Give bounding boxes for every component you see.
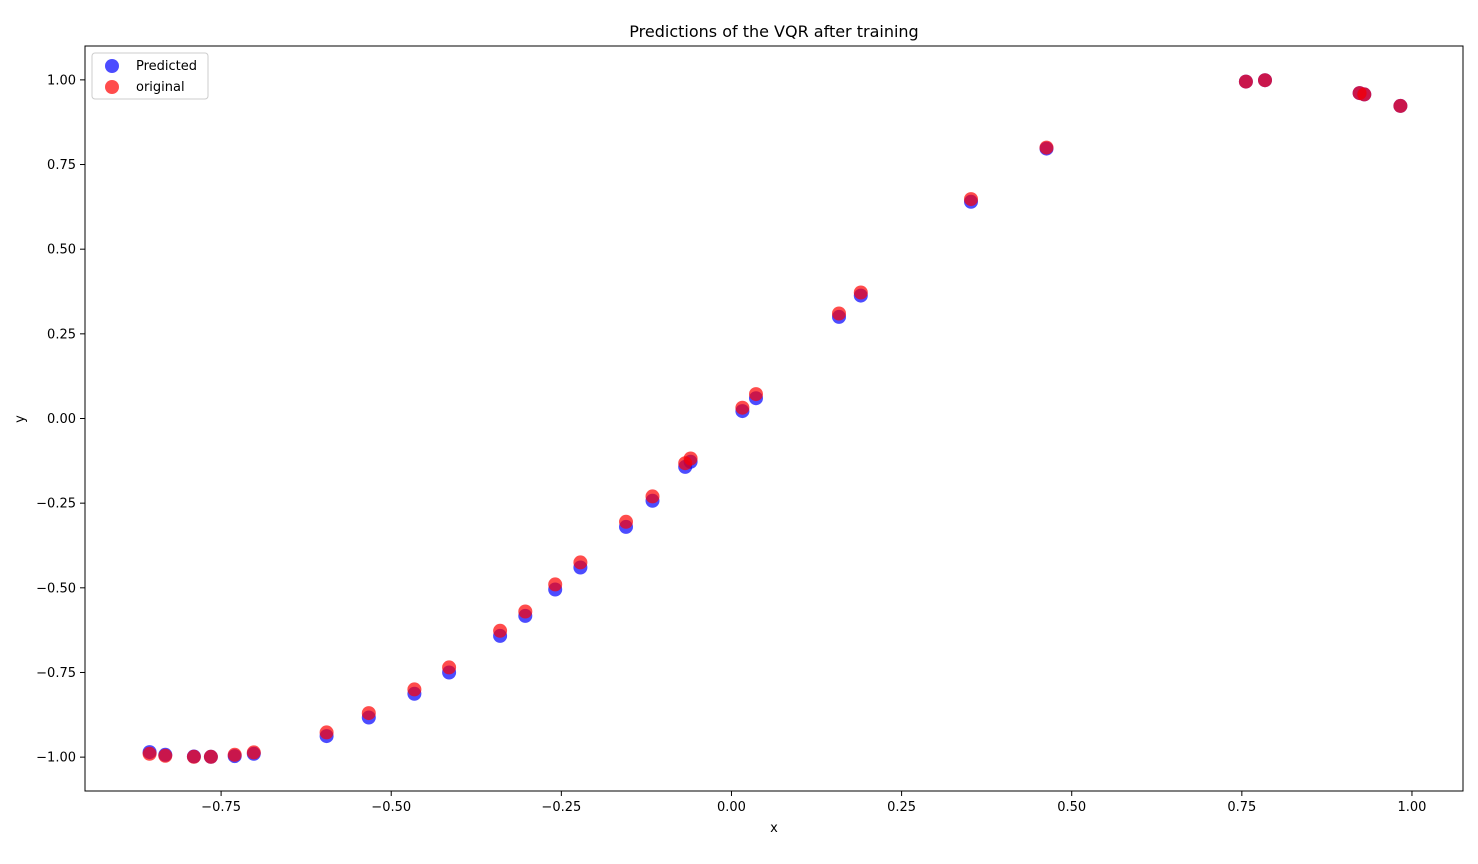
- plot-frame: [84, 45, 1464, 792]
- x-axis-ticks: −0.75 −0.50 −0.25 0.00 0.25 0.50 0.75 1.00: [201, 791, 1426, 815]
- y-axis-label: y: [13, 415, 28, 423]
- y-axis-ticks: −1.00 −0.75 −0.50 −0.25 0.00 0.25 0.50 0.75 1.00: [36, 73, 85, 766]
- point-original: [158, 748, 173, 763]
- point-original: [735, 400, 750, 415]
- point-original: [964, 192, 978, 207]
- y-tick-label: 0.00: [47, 412, 76, 427]
- point-original: [493, 623, 508, 638]
- y-tick-label: −0.75: [36, 666, 76, 681]
- point-original: [853, 285, 868, 300]
- x-tick-label: 0.00: [717, 800, 746, 815]
- point-original: [749, 387, 763, 402]
- x-tick-label: 0.25: [887, 800, 916, 815]
- y-tick-label: 0.50: [47, 243, 76, 258]
- y-tick-label: −0.50: [36, 581, 76, 596]
- point-original: [186, 749, 201, 764]
- point-original: [442, 660, 457, 675]
- legend-label-original: original: [136, 80, 185, 95]
- point-original: [832, 306, 846, 321]
- point-original: [518, 604, 533, 619]
- point-original: [1393, 98, 1408, 113]
- x-tick-label: 0.50: [1057, 800, 1086, 815]
- point-original: [683, 451, 698, 466]
- legend-marker-original: [105, 80, 119, 94]
- x-axis-label: x: [770, 821, 778, 836]
- point-original: [142, 746, 157, 761]
- x-tick-label: −0.25: [541, 800, 581, 815]
- point-original: [361, 706, 376, 721]
- point-original: [1238, 74, 1253, 89]
- point-original: [319, 725, 334, 740]
- x-tick-label: 1.00: [1397, 800, 1426, 815]
- point-original: [203, 749, 218, 764]
- point-original: [407, 682, 422, 697]
- y-tick-label: −1.00: [36, 751, 76, 766]
- x-tick-label: −0.50: [371, 800, 411, 815]
- x-tick-label: −0.75: [201, 800, 241, 815]
- legend-marker-predicted: [105, 59, 119, 73]
- legend-label-predicted: Predicted: [136, 59, 197, 74]
- point-original: [1258, 73, 1272, 88]
- point-original: [246, 745, 261, 760]
- point-original: [227, 747, 242, 762]
- legend-box: [91, 52, 209, 100]
- y-tick-label: 1.00: [47, 73, 76, 88]
- point-original: [645, 489, 660, 504]
- points-layer: [142, 73, 1408, 764]
- legend: Predicted original: [91, 52, 209, 100]
- point-original: [1039, 140, 1054, 155]
- chart-title: Predictions of the VQR after training: [629, 22, 918, 41]
- point-original: [573, 555, 588, 570]
- y-tick-label: 0.25: [47, 327, 76, 342]
- point-original: [1357, 87, 1372, 102]
- y-tick-label: 0.75: [47, 158, 76, 173]
- x-tick-label: 0.75: [1227, 800, 1256, 815]
- y-tick-label: −0.25: [36, 497, 76, 512]
- point-original: [619, 514, 633, 529]
- point-original: [548, 577, 563, 592]
